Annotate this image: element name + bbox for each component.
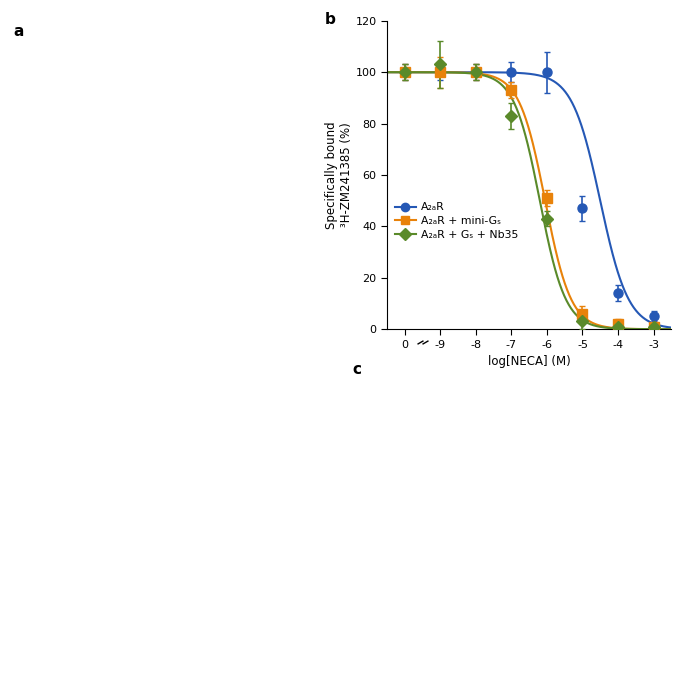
Text: c: c <box>353 362 362 377</box>
Text: a: a <box>13 24 24 39</box>
Legend: A₂ₐR, A₂ₐR + mini-Gₛ, A₂ₐR + Gₛ + Nb35: A₂ₐR, A₂ₐR + mini-Gₛ, A₂ₐR + Gₛ + Nb35 <box>393 200 520 242</box>
X-axis label: log[NECA] (M): log[NECA] (M) <box>488 355 571 368</box>
Text: b: b <box>325 12 336 26</box>
Y-axis label: Specifically bound
³H-ZM241385 (%): Specifically bound ³H-ZM241385 (%) <box>325 121 353 229</box>
